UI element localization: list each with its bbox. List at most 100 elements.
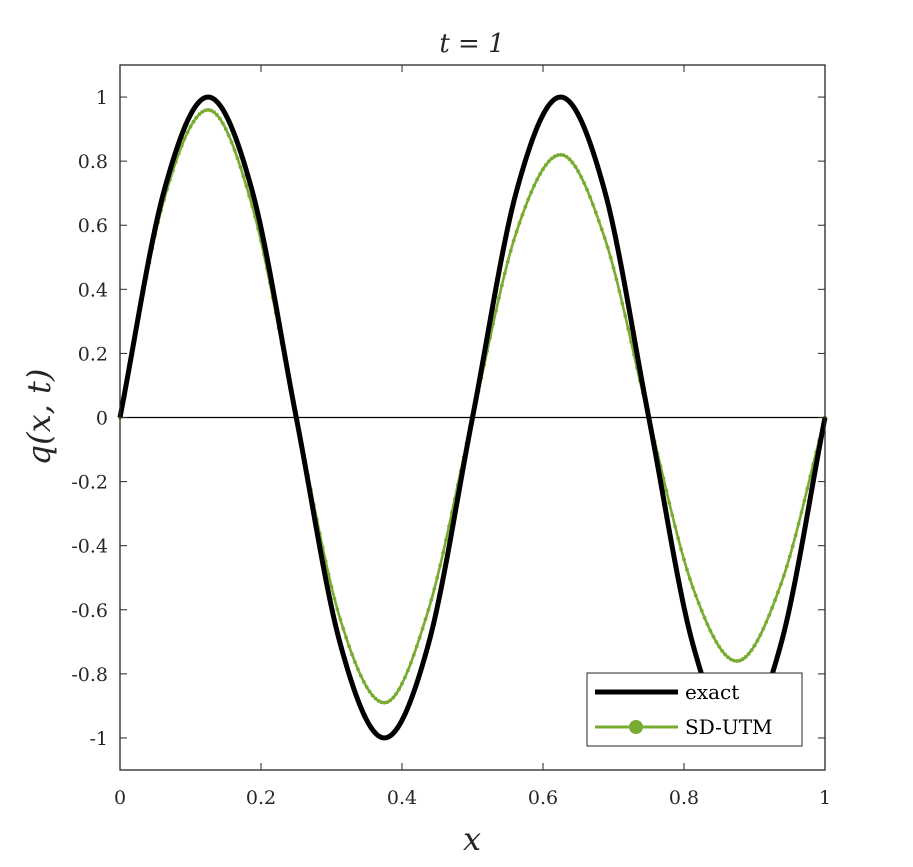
- series-marker-sd-utm: [596, 218, 601, 223]
- series-marker-sd-utm: [505, 259, 510, 264]
- series-marker-sd-utm: [626, 326, 631, 331]
- series-marker-sd-utm: [397, 687, 401, 692]
- series-marker-sd-utm: [511, 238, 516, 243]
- series-marker-sd-utm: [356, 667, 360, 672]
- series-marker-sd-utm: [664, 488, 669, 493]
- legend-label-exact: exact: [685, 680, 739, 704]
- series-marker-sd-utm: [544, 163, 548, 167]
- series-marker-sd-utm: [215, 113, 219, 117]
- series-marker-sd-utm: [388, 698, 393, 703]
- series-marker-sd-utm: [235, 156, 240, 161]
- series-marker-sd-utm: [549, 156, 554, 161]
- series-marker-sd-utm: [720, 649, 725, 653]
- y-tick-label: -0.4: [71, 536, 108, 558]
- series-marker-sd-utm: [250, 204, 255, 208]
- series-marker-sd-utm: [667, 501, 672, 505]
- series-marker-sd-utm: [561, 153, 566, 158]
- series-marker-sd-utm: [447, 524, 451, 529]
- series-marker-sd-utm: [764, 620, 769, 625]
- series-marker-sd-utm: [779, 582, 783, 587]
- series-marker-sd-utm: [629, 339, 634, 344]
- series-marker-sd-utm: [673, 524, 678, 529]
- series-marker-sd-utm: [523, 204, 528, 209]
- series-marker-sd-utm: [379, 700, 384, 705]
- series-marker-sd-utm: [796, 522, 801, 526]
- series-marker-sd-utm: [761, 626, 766, 631]
- series-marker-sd-utm: [784, 564, 789, 569]
- legend-box: [586, 672, 803, 747]
- series-marker-sd-utm: [526, 197, 531, 202]
- series-marker-sd-utm: [776, 590, 780, 595]
- series-marker-sd-utm: [702, 615, 707, 620]
- series-marker-sd-utm: [200, 109, 205, 114]
- series-marker-sd-utm: [244, 184, 249, 188]
- series-marker-sd-utm: [541, 167, 545, 172]
- series-marker-sd-utm: [746, 652, 751, 656]
- series-marker-sd-utm: [206, 107, 211, 112]
- series-marker-sd-utm: [705, 622, 710, 627]
- series-marker-sd-utm: [614, 277, 619, 282]
- series-marker-sd-utm: [582, 181, 587, 186]
- series-marker-sd-utm: [385, 700, 390, 705]
- series-marker-sd-utm: [749, 648, 754, 653]
- legend-marker-sd-utm: [629, 720, 643, 734]
- series-marker-sd-utm: [708, 628, 713, 633]
- series-marker-sd-utm: [185, 130, 190, 135]
- series-marker-sd-utm: [546, 159, 551, 164]
- series-marker-sd-utm: [608, 255, 613, 260]
- x-axis-title: x: [463, 820, 481, 858]
- y-axis-title: q(x, t): [20, 369, 58, 466]
- series-marker-sd-utm: [758, 633, 763, 637]
- series-marker-sd-utm: [564, 154, 569, 159]
- series-marker-sd-utm: [376, 698, 381, 703]
- series-marker-sd-utm: [602, 236, 607, 240]
- series-marker-sd-utm: [179, 143, 184, 148]
- series-marker-sd-utm: [494, 308, 498, 313]
- series-marker-sd-utm: [585, 187, 589, 192]
- series-marker-sd-utm: [370, 693, 375, 698]
- series-marker-sd-utm: [729, 657, 733, 662]
- series-marker-sd-utm: [326, 572, 331, 577]
- series-marker-sd-utm: [676, 536, 681, 541]
- series-marker-sd-utm: [799, 510, 804, 515]
- series-marker-sd-utm: [329, 584, 334, 589]
- series-marker-sd-utm: [699, 608, 704, 613]
- series-marker-sd-utm: [514, 229, 519, 234]
- series-marker-sd-utm: [605, 245, 610, 250]
- series-marker-sd-utm: [520, 212, 525, 217]
- series-marker-sd-utm: [341, 626, 346, 631]
- series-marker-sd-utm: [373, 696, 378, 701]
- series-marker-sd-utm: [767, 613, 772, 617]
- x-tick-label: 0.4: [387, 787, 417, 809]
- series-marker-sd-utm: [690, 585, 695, 590]
- series-marker-sd-utm: [223, 127, 228, 131]
- series-marker-sd-utm: [408, 661, 413, 665]
- legend-label-sd-utm: SD-UTM: [685, 715, 773, 739]
- y-tick-label: 1: [96, 87, 108, 109]
- series-marker-sd-utm: [247, 193, 252, 198]
- series-marker-sd-utm: [802, 498, 807, 503]
- y-tick-label: 0: [96, 408, 108, 430]
- series-marker-sd-utm: [532, 183, 537, 188]
- y-tick-label: 0.4: [78, 279, 108, 301]
- series-marker-sd-utm: [752, 643, 757, 648]
- series-marker-sd-utm: [711, 634, 716, 639]
- series-marker-sd-utm: [212, 110, 216, 115]
- series-marker-sd-utm: [367, 689, 372, 694]
- series-marker-sd-utm: [805, 486, 810, 491]
- series-marker-sd-utm: [394, 691, 399, 696]
- series-marker-sd-utm: [685, 567, 689, 572]
- series-marker-sd-utm: [241, 174, 246, 179]
- series-marker-sd-utm: [226, 133, 231, 138]
- series-marker-sd-utm: [808, 474, 813, 479]
- series-marker-sd-utm: [182, 136, 187, 141]
- series-marker-sd-utm: [238, 165, 243, 169]
- series-marker-sd-utm: [599, 227, 604, 232]
- series-marker-sd-utm: [558, 152, 563, 157]
- series-marker-sd-utm: [444, 537, 448, 542]
- legend: exact SD-UTM: [586, 672, 803, 747]
- series-marker-sd-utm: [441, 550, 446, 555]
- series-marker-sd-utm: [593, 210, 598, 215]
- series-marker-sd-utm: [382, 700, 387, 705]
